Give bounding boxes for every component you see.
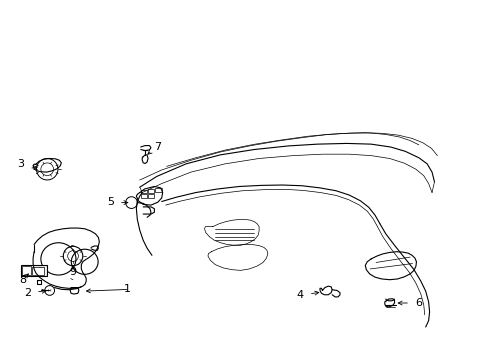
Text: 7: 7 bbox=[154, 142, 161, 152]
Text: 6: 6 bbox=[414, 298, 421, 308]
Bar bbox=[155, 188, 162, 192]
Text: 5: 5 bbox=[107, 197, 114, 207]
Bar bbox=[148, 189, 154, 193]
Text: 8: 8 bbox=[19, 275, 26, 285]
Text: 4: 4 bbox=[296, 290, 304, 300]
Bar bbox=[148, 194, 154, 198]
Bar bbox=[141, 190, 147, 193]
Text: 3: 3 bbox=[17, 159, 24, 169]
Bar bbox=[32, 267, 44, 275]
Text: 1: 1 bbox=[123, 284, 130, 294]
Bar bbox=[21, 265, 47, 276]
Bar bbox=[22, 266, 31, 275]
Text: 9: 9 bbox=[69, 267, 77, 277]
Text: 2: 2 bbox=[24, 288, 31, 298]
Bar bbox=[141, 194, 147, 198]
